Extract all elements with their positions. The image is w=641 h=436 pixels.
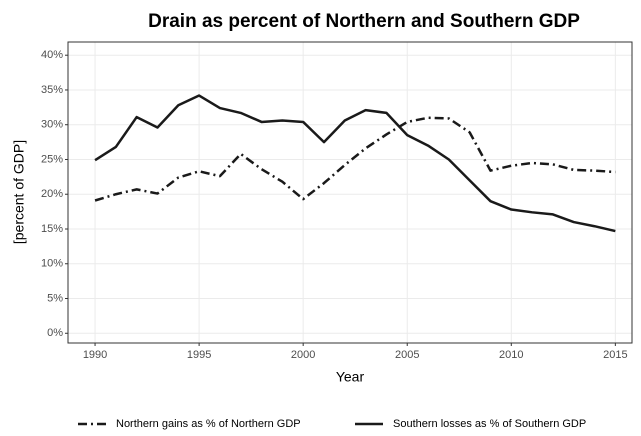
- y-tick-label: 35%: [41, 84, 63, 96]
- y-tick-label: 20%: [41, 188, 63, 200]
- legend-label: Northern gains as % of Northern GDP: [116, 418, 301, 430]
- x-tick-label: 2010: [499, 349, 523, 361]
- series-line: [94, 116, 616, 202]
- y-tick-label: 30%: [41, 119, 63, 131]
- y-axis-title: [percent of GDP]: [11, 140, 27, 244]
- x-axis-title: Year: [336, 369, 365, 385]
- x-tick-label: 1995: [187, 349, 211, 361]
- x-tick-label: 2000: [291, 349, 315, 361]
- plot-border: [67, 41, 633, 344]
- legend-label: Southern losses as % of Southern GDP: [393, 418, 586, 430]
- y-tick-label: 40%: [41, 49, 63, 61]
- y-tick-label: 5%: [47, 292, 63, 304]
- y-tick-label: 15%: [41, 223, 63, 235]
- y-tick-label: 0%: [47, 327, 63, 339]
- y-tick-label: 10%: [41, 258, 63, 270]
- x-tick-label: 1990: [83, 349, 107, 361]
- chart-title: Drain as percent of Northern and Souther…: [148, 11, 580, 32]
- x-tick-label: 2015: [603, 349, 627, 361]
- x-tick-label: 2005: [395, 349, 419, 361]
- series-line: [94, 94, 616, 233]
- y-tick-label: 25%: [41, 153, 63, 165]
